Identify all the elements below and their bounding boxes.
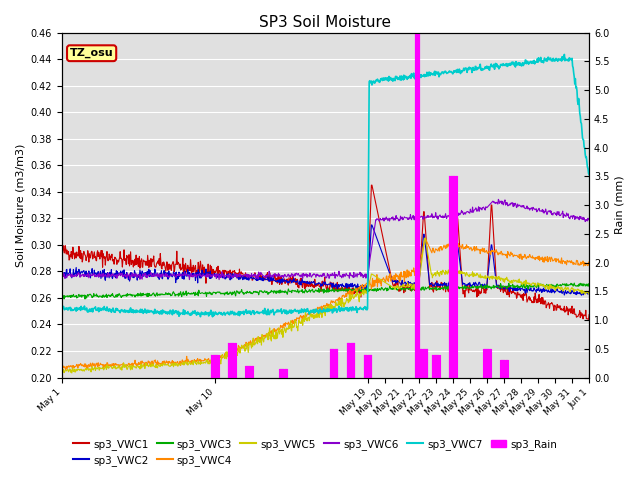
sp3_VWC6 — [560, 211, 568, 217]
sp3_VWC2 — [369, 225, 377, 231]
sp3_VWC3 — [568, 282, 576, 288]
sp3_VWC3 — [534, 280, 542, 286]
sp3_VWC4 — [156, 361, 164, 367]
Y-axis label: Rain (mm): Rain (mm) — [615, 176, 625, 234]
sp3_VWC4 — [568, 259, 576, 265]
sp3_VWC2 — [156, 271, 164, 277]
sp3_VWC6 — [585, 217, 593, 223]
sp3_VWC1 — [277, 277, 285, 283]
sp3_VWC7 — [585, 172, 593, 178]
sp3_VWC5 — [84, 366, 92, 372]
sp3_VWC7 — [156, 311, 164, 317]
sp3_VWC1 — [568, 305, 575, 311]
Y-axis label: Soil Moisture (m3/m3): Soil Moisture (m3/m3) — [15, 144, 25, 267]
sp3_VWC4 — [84, 366, 92, 372]
sp3_VWC3 — [58, 294, 66, 300]
sp3_VWC1 — [559, 306, 567, 312]
Line: sp3_VWC2: sp3_VWC2 — [62, 225, 589, 295]
sp3_VWC6 — [568, 213, 576, 219]
sp3_VWC5 — [560, 287, 568, 293]
Text: TZ_osu: TZ_osu — [70, 48, 113, 59]
sp3_VWC5 — [68, 370, 76, 376]
sp3_VWC2 — [577, 292, 585, 298]
sp3_VWC4 — [277, 324, 285, 330]
sp3_VWC3 — [156, 291, 164, 297]
sp3_VWC2 — [83, 270, 91, 276]
sp3_VWC7 — [369, 79, 377, 84]
Legend: sp3_VWC1, sp3_VWC2, sp3_VWC3, sp3_VWC4, sp3_VWC5, sp3_VWC6, sp3_VWC7, sp3_Rain: sp3_VWC1, sp3_VWC2, sp3_VWC3, sp3_VWC4, … — [69, 434, 562, 470]
sp3_VWC5 — [568, 285, 576, 290]
sp3_VWC3 — [585, 283, 593, 289]
Line: sp3_VWC7: sp3_VWC7 — [62, 54, 589, 317]
sp3_VWC4 — [421, 235, 429, 241]
sp3_VWC7 — [83, 309, 91, 314]
Title: SP3 Soil Moisture: SP3 Soil Moisture — [259, 15, 392, 30]
Line: sp3_VWC5: sp3_VWC5 — [62, 238, 589, 373]
sp3_VWC6 — [156, 275, 164, 280]
sp3_VWC5 — [421, 235, 429, 241]
sp3_VWC4 — [560, 258, 568, 264]
sp3_VWC3 — [369, 288, 377, 294]
sp3_VWC2 — [58, 267, 66, 273]
sp3_VWC6 — [277, 273, 285, 279]
sp3_VWC7 — [277, 306, 285, 312]
sp3_VWC5 — [369, 272, 377, 277]
sp3_VWC6 — [215, 277, 223, 283]
Line: sp3_VWC3: sp3_VWC3 — [62, 283, 589, 299]
sp3_VWC6 — [495, 196, 502, 202]
sp3_VWC7 — [561, 51, 568, 57]
sp3_VWC3 — [81, 296, 89, 302]
sp3_VWC1 — [156, 263, 164, 268]
Line: sp3_VWC4: sp3_VWC4 — [62, 238, 589, 370]
sp3_VWC3 — [560, 282, 568, 288]
sp3_VWC5 — [58, 367, 66, 373]
sp3_VWC3 — [84, 292, 92, 298]
sp3_VWC2 — [585, 288, 593, 294]
sp3_VWC1 — [585, 312, 593, 318]
sp3_VWC6 — [58, 273, 66, 279]
sp3_VWC4 — [58, 363, 66, 369]
sp3_VWC1 — [83, 254, 91, 260]
sp3_VWC1 — [585, 316, 593, 322]
sp3_VWC4 — [585, 262, 593, 268]
sp3_VWC2 — [277, 280, 285, 286]
sp3_VWC6 — [83, 272, 91, 277]
sp3_VWC1 — [58, 247, 66, 252]
sp3_VWC1 — [369, 188, 377, 193]
sp3_VWC1 — [367, 182, 375, 188]
sp3_VWC2 — [559, 288, 567, 293]
sp3_VWC5 — [156, 364, 164, 370]
sp3_VWC7 — [559, 56, 567, 62]
sp3_VWC2 — [568, 290, 575, 296]
Line: sp3_VWC1: sp3_VWC1 — [62, 185, 589, 319]
sp3_VWC5 — [277, 327, 285, 333]
Line: sp3_VWC6: sp3_VWC6 — [62, 199, 589, 280]
sp3_VWC7 — [568, 56, 576, 61]
sp3_VWC5 — [585, 290, 593, 296]
sp3_VWC6 — [369, 235, 377, 241]
sp3_VWC7 — [209, 314, 216, 320]
sp3_VWC3 — [277, 288, 285, 294]
sp3_VWC7 — [58, 303, 66, 309]
sp3_VWC2 — [367, 222, 375, 228]
sp3_VWC4 — [62, 367, 70, 372]
sp3_VWC4 — [369, 284, 377, 289]
